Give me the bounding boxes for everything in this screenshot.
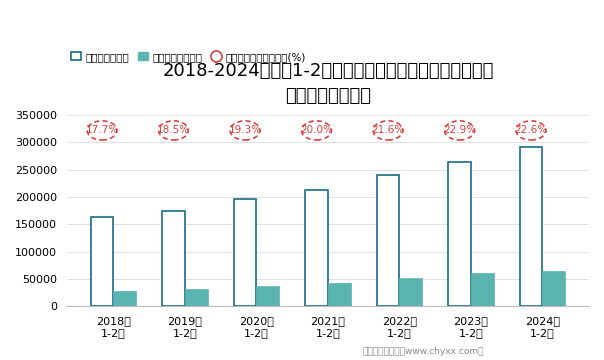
Bar xyxy=(257,286,279,306)
Bar xyxy=(376,175,399,306)
Bar xyxy=(162,211,185,306)
Text: 22.9%: 22.9% xyxy=(443,125,476,135)
Text: 22.6%: 22.6% xyxy=(515,125,547,135)
Text: 20.0%: 20.0% xyxy=(300,125,333,135)
Bar xyxy=(519,147,542,306)
Title: 2018-2024年各年1-2月电力、热力、燃气及水生产和供应
业企业资产统计图: 2018-2024年各年1-2月电力、热力、燃气及水生产和供应 业企业资产统计图 xyxy=(162,62,493,105)
Bar xyxy=(328,283,351,306)
Text: 19.3%: 19.3% xyxy=(228,125,262,135)
Text: 18.5%: 18.5% xyxy=(157,125,190,135)
Bar xyxy=(185,289,208,306)
Text: 17.7%: 17.7% xyxy=(85,125,118,135)
Text: 21.6%: 21.6% xyxy=(371,125,405,135)
Bar xyxy=(234,199,257,306)
Bar xyxy=(305,190,328,306)
Bar xyxy=(399,278,422,306)
Bar xyxy=(448,162,471,306)
Text: 制图：智研咨询（www.chyxx.com）: 制图：智研咨询（www.chyxx.com） xyxy=(362,347,484,356)
Bar xyxy=(114,291,137,306)
Bar xyxy=(542,271,565,306)
Bar xyxy=(91,217,114,306)
Legend: 总资产（亿元）, 流动资产（亿元）, 流动资产占总资产比率(%): 总资产（亿元）, 流动资产（亿元）, 流动资产占总资产比率(%) xyxy=(67,48,310,66)
Bar xyxy=(471,273,494,306)
